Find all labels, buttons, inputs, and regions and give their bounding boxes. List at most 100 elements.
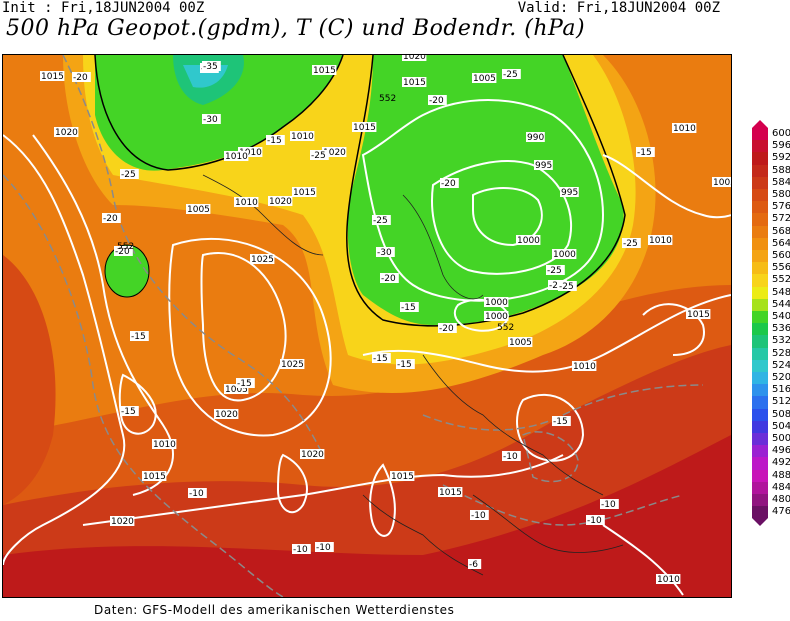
isotherm-label: -15	[401, 303, 416, 313]
isotherm-label-bg	[558, 281, 577, 291]
isotherm-label: -20	[115, 247, 130, 257]
legend-label: 544	[772, 298, 790, 310]
isotherm-label: -10	[316, 543, 331, 553]
legend-swatch	[752, 372, 768, 385]
isobar-label: 1020	[215, 410, 238, 420]
isotherm-label-bg	[372, 353, 391, 363]
isobar-label-bg	[516, 235, 541, 245]
isotherm-label-bg	[546, 265, 565, 275]
isobar-label-bg	[312, 65, 337, 75]
isotherm-label: -10	[293, 545, 308, 555]
legend-label: 588	[772, 164, 790, 176]
isobar-label-bg	[572, 361, 597, 371]
legend-label: 480	[772, 494, 790, 505]
legend-swatch	[752, 469, 768, 482]
legend-label: 492	[772, 457, 790, 469]
isobar-label-bg	[656, 574, 681, 584]
legend-label: 596	[772, 140, 790, 152]
isobar-label: 1020	[323, 148, 346, 158]
isobar-line	[82, 454, 564, 526]
legend-label: 568	[772, 225, 790, 237]
isobars	[3, 99, 731, 596]
legend-arrow-top	[752, 120, 768, 128]
isobar-label: 1005	[187, 205, 210, 215]
legend-swatch	[752, 164, 768, 177]
isobar-label-bg	[54, 127, 79, 137]
isotherm-label-bg	[266, 135, 285, 145]
isobar-label-bg	[280, 359, 305, 369]
isotherm-label-bg	[315, 542, 334, 552]
isobar-label: 1005	[473, 74, 496, 84]
legend-label: 564	[772, 237, 790, 249]
coastline	[202, 174, 324, 256]
init-time-label: Init : Fri,18JUN2004 00Z	[2, 0, 205, 16]
legend-swatch	[752, 457, 768, 470]
isotherm-label: -15	[267, 136, 282, 146]
isobar-label-bg	[268, 196, 293, 206]
legend-label: 488	[772, 469, 790, 481]
isotherm-label: -10	[189, 489, 204, 499]
isotherm-label-bg	[502, 69, 521, 79]
geopot-label: 552	[117, 242, 134, 252]
isobar-label: 1010	[153, 440, 176, 450]
temp-band-west	[3, 255, 56, 505]
legend-swatch	[752, 128, 768, 141]
legend-label: 592	[772, 152, 790, 164]
isobar-label: 1005	[713, 178, 731, 188]
legend-swatch	[752, 201, 768, 214]
isobar-label: 995	[535, 161, 552, 171]
isobar-label: 1000	[485, 298, 508, 308]
isotherm-label-bg	[130, 331, 149, 341]
isobar-line	[431, 160, 573, 275]
legend-label: 548	[772, 286, 790, 298]
isobar-line	[369, 463, 396, 537]
isobar-label: 1000	[485, 312, 508, 322]
legend-swatch	[752, 347, 768, 360]
isotherm-label-bg	[188, 488, 207, 498]
isobar-label-bg	[484, 297, 509, 307]
coastline	[422, 354, 604, 496]
isotherm-label: -15	[637, 148, 652, 158]
isotherm-label: -20	[439, 324, 454, 334]
legend-label: 560	[772, 250, 790, 261]
isotherm-label-bg	[120, 169, 139, 179]
isotherm-label-bg	[120, 406, 139, 416]
isobar-label: 1005	[225, 385, 248, 395]
isobar-label-bg	[648, 235, 673, 245]
legend-swatch	[752, 408, 768, 421]
isobar-line	[168, 237, 332, 437]
isobar-line	[472, 187, 543, 247]
isobar-line	[276, 453, 308, 514]
isotherm-label-bg	[502, 451, 521, 461]
isotherm-label: -15	[121, 407, 136, 417]
isobar-label-bg	[352, 122, 377, 132]
isobar-label-bg	[560, 187, 579, 197]
legend-swatch	[752, 262, 768, 275]
legend-swatch	[752, 359, 768, 372]
isobar-line	[200, 252, 287, 402]
isobar-line	[602, 524, 684, 596]
legend-swatch	[752, 286, 768, 299]
isobar-label-bg	[712, 177, 731, 187]
geopot-552-contour-north	[94, 55, 344, 171]
isotherm-label-bg	[236, 378, 255, 388]
weather-map: 1015 1015 1020 1015 1010 1010 1020 1020 1015 1010…	[2, 54, 732, 598]
isotherm-label-bg	[428, 95, 447, 105]
isobar-label-bg	[250, 254, 275, 264]
isotherm-label: -6	[469, 560, 478, 570]
legend-swatch	[752, 506, 768, 519]
isobar-label-bg	[472, 73, 497, 83]
isotherm-label-bg	[468, 559, 482, 569]
isobar-label-bg	[224, 151, 249, 161]
legend-swatch	[752, 225, 768, 238]
isobar-label: 1020	[301, 450, 324, 460]
legend-swatch	[752, 335, 768, 348]
isotherm-label-bg	[72, 72, 91, 82]
isobar-label: 1010	[673, 124, 696, 134]
isobar-line	[361, 99, 605, 302]
isobar-label-bg	[534, 160, 553, 170]
legend-label: 504	[772, 420, 790, 432]
isotherm-label: -20	[441, 179, 456, 189]
isotherm-label: -25	[559, 282, 574, 292]
legend-label: 512	[772, 396, 790, 408]
